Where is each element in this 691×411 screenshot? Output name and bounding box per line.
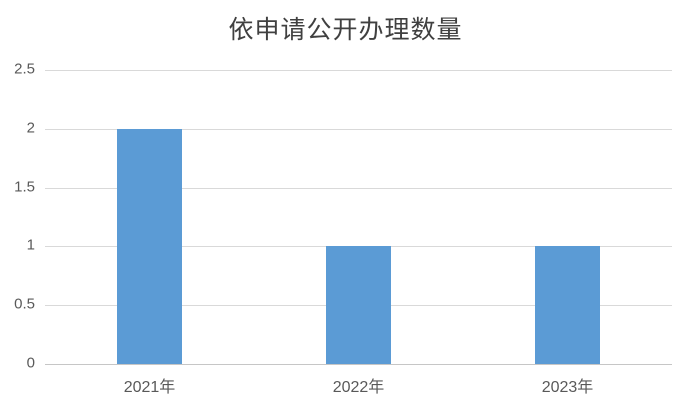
y-axis-tick-label: 1 [26, 237, 35, 255]
bar-2023年 [535, 246, 600, 364]
chart-title: 依申请公开办理数量 [228, 15, 463, 44]
x-axis-tick-label: 2022年 [332, 379, 385, 396]
y-axis-tick-label: 2.5 [14, 60, 35, 78]
x-axis-tick-label: 2021年 [123, 379, 176, 396]
y-axis-tick-label: 0 [26, 354, 35, 372]
y-axis-tick-label: 0.5 [14, 295, 35, 313]
plot-area: 0 0.5 1 1.5 2 2.5 2021年 2022年 2023年 [14, 61, 672, 396]
bar-2022年 [326, 246, 391, 364]
x-axis-tick-label: 2023年 [541, 379, 594, 396]
y-axis-tick-label: 1.5 [14, 178, 35, 196]
y-axis-tick-label: 2 [26, 119, 35, 137]
bar-2021年 [117, 128, 182, 364]
y-gridline [45, 70, 672, 71]
y-gridline [45, 128, 672, 130]
y-gridline [45, 187, 672, 189]
x-axis-line [45, 364, 672, 365]
